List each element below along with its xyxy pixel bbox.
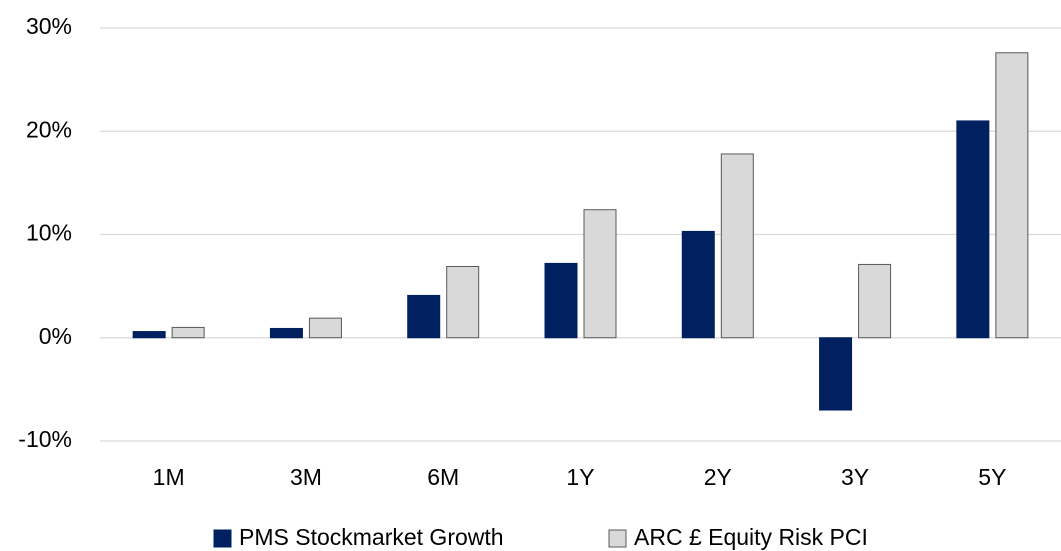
x-tick-label: 3Y	[841, 464, 869, 490]
bar	[956, 120, 990, 339]
x-tick-label: 1M	[153, 464, 185, 490]
bar	[819, 337, 853, 411]
x-tick-label: 1Y	[566, 464, 594, 490]
bar	[269, 327, 303, 339]
bar	[681, 230, 715, 339]
bar	[132, 331, 166, 339]
x-tick-label: 5Y	[978, 464, 1006, 490]
bar	[544, 262, 578, 339]
bar	[308, 317, 342, 339]
legend-label: ARC £ Equity Risk PCI	[634, 524, 868, 550]
bar	[407, 294, 441, 339]
bar	[171, 326, 205, 339]
y-tick-label: -10%	[18, 426, 72, 452]
x-tick-label: 3M	[290, 464, 322, 490]
y-tick-label: 30%	[26, 13, 72, 39]
x-tick-label: 2Y	[704, 464, 732, 490]
bar	[995, 52, 1029, 339]
bar	[583, 209, 617, 339]
legend-label: PMS Stockmarket Growth	[239, 524, 504, 550]
legend-swatch	[213, 529, 232, 548]
y-tick-label: 20%	[26, 116, 72, 142]
y-tick-label: 0%	[39, 323, 72, 349]
bar	[446, 266, 480, 339]
y-tick-label: 10%	[26, 220, 72, 246]
bar	[858, 263, 892, 339]
legend-swatch	[608, 529, 627, 548]
bar	[720, 153, 754, 339]
x-tick-label: 6M	[427, 464, 459, 490]
